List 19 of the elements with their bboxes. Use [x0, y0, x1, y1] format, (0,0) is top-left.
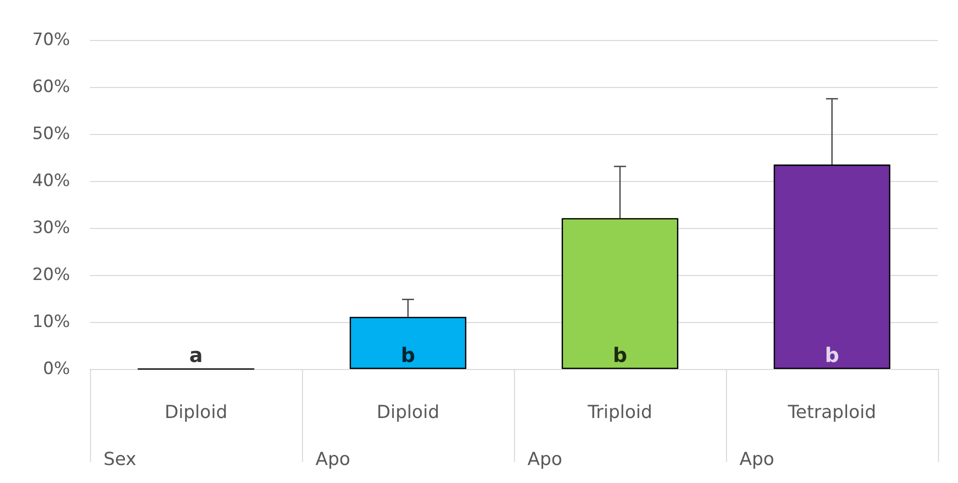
y-tick-label: 30%: [32, 218, 70, 238]
y-tick-label: 10%: [32, 312, 70, 332]
annotation: a: [189, 343, 203, 367]
y-tick-label: 20%: [32, 265, 70, 285]
category-label: Tetraploid Apo: [740, 402, 876, 470]
bar: [774, 164, 890, 369]
y-tick-label: 0%: [43, 359, 70, 379]
bar: [350, 316, 466, 369]
y-tick-label: 50%: [32, 124, 70, 144]
annotation: b: [612, 343, 628, 367]
category-label: Diploid Apo: [316, 402, 440, 470]
y-tick-label: 40%: [32, 171, 70, 191]
category-label: Diploid Sex: [104, 402, 228, 470]
y-tick-label: 60%: [32, 77, 70, 97]
annotation: b: [824, 343, 840, 367]
annotation: b: [400, 343, 416, 367]
category-label: Triploid Apo: [528, 402, 652, 470]
y-tick-label: 70%: [32, 30, 70, 50]
bar: [562, 218, 678, 369]
